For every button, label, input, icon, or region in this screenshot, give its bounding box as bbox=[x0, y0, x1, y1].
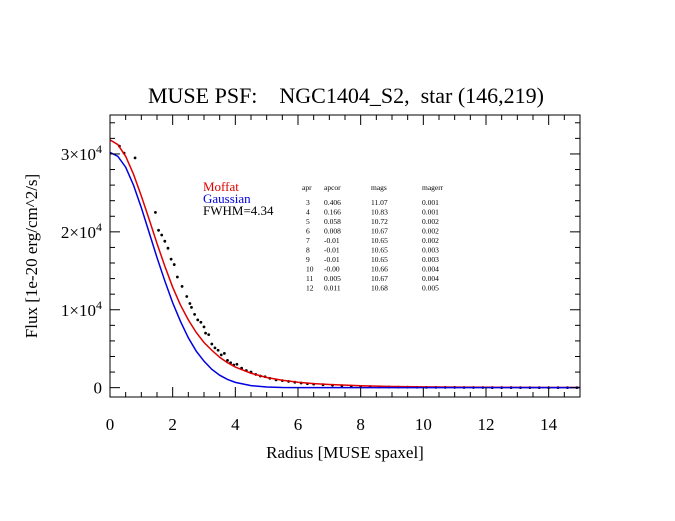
x-tick-label: 12 bbox=[478, 415, 495, 434]
data-point bbox=[185, 295, 189, 298]
table-cell: 0.003 bbox=[422, 255, 439, 264]
table-cell: 10.72 bbox=[371, 217, 388, 226]
x-axis: 0 2 4 6 8 10 12 14 bbox=[106, 115, 565, 434]
plot-frame bbox=[109, 114, 581, 398]
data-point bbox=[193, 313, 197, 316]
x-tick-label: 8 bbox=[356, 415, 365, 434]
data-point bbox=[226, 358, 229, 362]
data-point bbox=[207, 333, 211, 337]
aperture-table: apr apcor mags magerr 3 0.406 11.07 0.001 4 0.166… bbox=[302, 183, 444, 293]
table-cell: 0.003 bbox=[422, 246, 439, 255]
table-cell: 0.004 bbox=[422, 265, 439, 274]
table-cell: 0.002 bbox=[422, 236, 439, 245]
y-tick-label: 1×104 bbox=[61, 298, 102, 320]
data-point bbox=[169, 257, 173, 261]
table-cell: 10.67 bbox=[371, 227, 388, 236]
table-cell: 7 bbox=[306, 236, 310, 245]
data-point bbox=[190, 306, 193, 309]
data-point bbox=[213, 346, 217, 350]
table-header: apr bbox=[302, 183, 312, 192]
data-point bbox=[202, 325, 206, 329]
data-point bbox=[157, 228, 160, 232]
data-point bbox=[188, 302, 192, 305]
table-cell: 10.65 bbox=[371, 236, 388, 245]
data-point bbox=[180, 284, 184, 288]
table-cell: 12 bbox=[306, 284, 314, 293]
table-cell: 11 bbox=[306, 274, 313, 283]
series-line-gaussian bbox=[110, 151, 580, 389]
table-cell: 0.004 bbox=[422, 274, 439, 283]
data-point bbox=[163, 239, 167, 243]
table-header: mags bbox=[371, 183, 387, 192]
table-cell: 0.166 bbox=[324, 208, 341, 217]
data-point bbox=[166, 246, 170, 250]
data-point bbox=[175, 275, 179, 279]
table-cell: 3 bbox=[306, 198, 310, 207]
y-tick-label: 3×104 bbox=[61, 142, 102, 164]
table-cell: -0.00 bbox=[324, 265, 340, 274]
y-axis: 0 1×104 2×104 3×104 bbox=[61, 122, 580, 398]
table-cell: 0.005 bbox=[324, 274, 341, 283]
legend-gaussian: Gaussian bbox=[203, 191, 251, 206]
table-cell: 6 bbox=[306, 227, 310, 236]
data-point bbox=[204, 331, 207, 335]
table-cell: 0.011 bbox=[324, 284, 341, 293]
data-point bbox=[219, 353, 223, 357]
table-cell: 4 bbox=[306, 208, 310, 217]
y-tick-label: 2×104 bbox=[61, 220, 102, 242]
data-point bbox=[160, 233, 164, 237]
x-tick-label: 6 bbox=[294, 415, 303, 434]
y-axis-label: Flux [1e-20 erg/cm^2/s] bbox=[22, 174, 41, 338]
data-point bbox=[235, 362, 239, 366]
plot-area bbox=[110, 139, 580, 390]
table-cell: 10.67 bbox=[371, 274, 388, 283]
table-cell: 10.65 bbox=[371, 246, 388, 255]
data-point bbox=[210, 342, 214, 346]
table-cell: 10.83 bbox=[371, 208, 388, 217]
table-cell: 5 bbox=[306, 217, 310, 226]
x-tick-label: 2 bbox=[168, 415, 177, 434]
series-line-moffat bbox=[110, 139, 580, 389]
table-cell: 0.001 bbox=[422, 208, 439, 217]
table-cell: 0.002 bbox=[422, 217, 439, 226]
table-cell: 0.005 bbox=[422, 284, 439, 293]
table-cell: 11.07 bbox=[371, 198, 388, 207]
legend-moffat: Moffat bbox=[203, 179, 239, 194]
x-tick-label: 10 bbox=[415, 415, 432, 434]
x-axis-label: Radius [MUSE spaxel] bbox=[266, 443, 424, 462]
data-point bbox=[216, 348, 220, 352]
table-cell: 0.058 bbox=[324, 217, 341, 226]
table-cell: 0.002 bbox=[422, 227, 439, 236]
table-cell: -0.01 bbox=[324, 255, 340, 264]
table-cell: -0.01 bbox=[324, 246, 340, 255]
table-header: apcor bbox=[324, 183, 341, 192]
x-tick-label: 4 bbox=[231, 415, 240, 434]
data-point bbox=[196, 318, 200, 322]
data-points bbox=[118, 144, 579, 390]
table-cell: 0.001 bbox=[422, 198, 439, 207]
data-point bbox=[172, 263, 176, 266]
chart-title: MUSE PSF: NGC1404_S2, star (146,219) bbox=[148, 83, 544, 108]
table-cell: 0.008 bbox=[324, 227, 341, 236]
table-cell: 10.66 bbox=[371, 265, 388, 274]
x-tick-label: 0 bbox=[106, 415, 115, 434]
table-cell: 9 bbox=[306, 255, 310, 264]
data-point bbox=[199, 320, 203, 324]
table-cell: 10.65 bbox=[371, 255, 388, 264]
table-cell: 0.406 bbox=[324, 198, 341, 207]
data-point bbox=[222, 351, 226, 355]
data-point bbox=[133, 156, 137, 160]
table-header: magerr bbox=[422, 183, 444, 192]
legend: Moffat Gaussian FWHM=4.34 bbox=[203, 179, 274, 218]
table-cell: 8 bbox=[306, 246, 310, 255]
legend-fwhm: FWHM=4.34 bbox=[203, 203, 274, 218]
table-cell: -0.01 bbox=[324, 236, 340, 245]
y-tick-label: 0 bbox=[94, 379, 103, 398]
data-point bbox=[154, 210, 157, 214]
table-cell: 10.68 bbox=[371, 284, 388, 293]
table-cell: 10 bbox=[306, 265, 314, 274]
x-tick-label: 14 bbox=[540, 415, 558, 434]
